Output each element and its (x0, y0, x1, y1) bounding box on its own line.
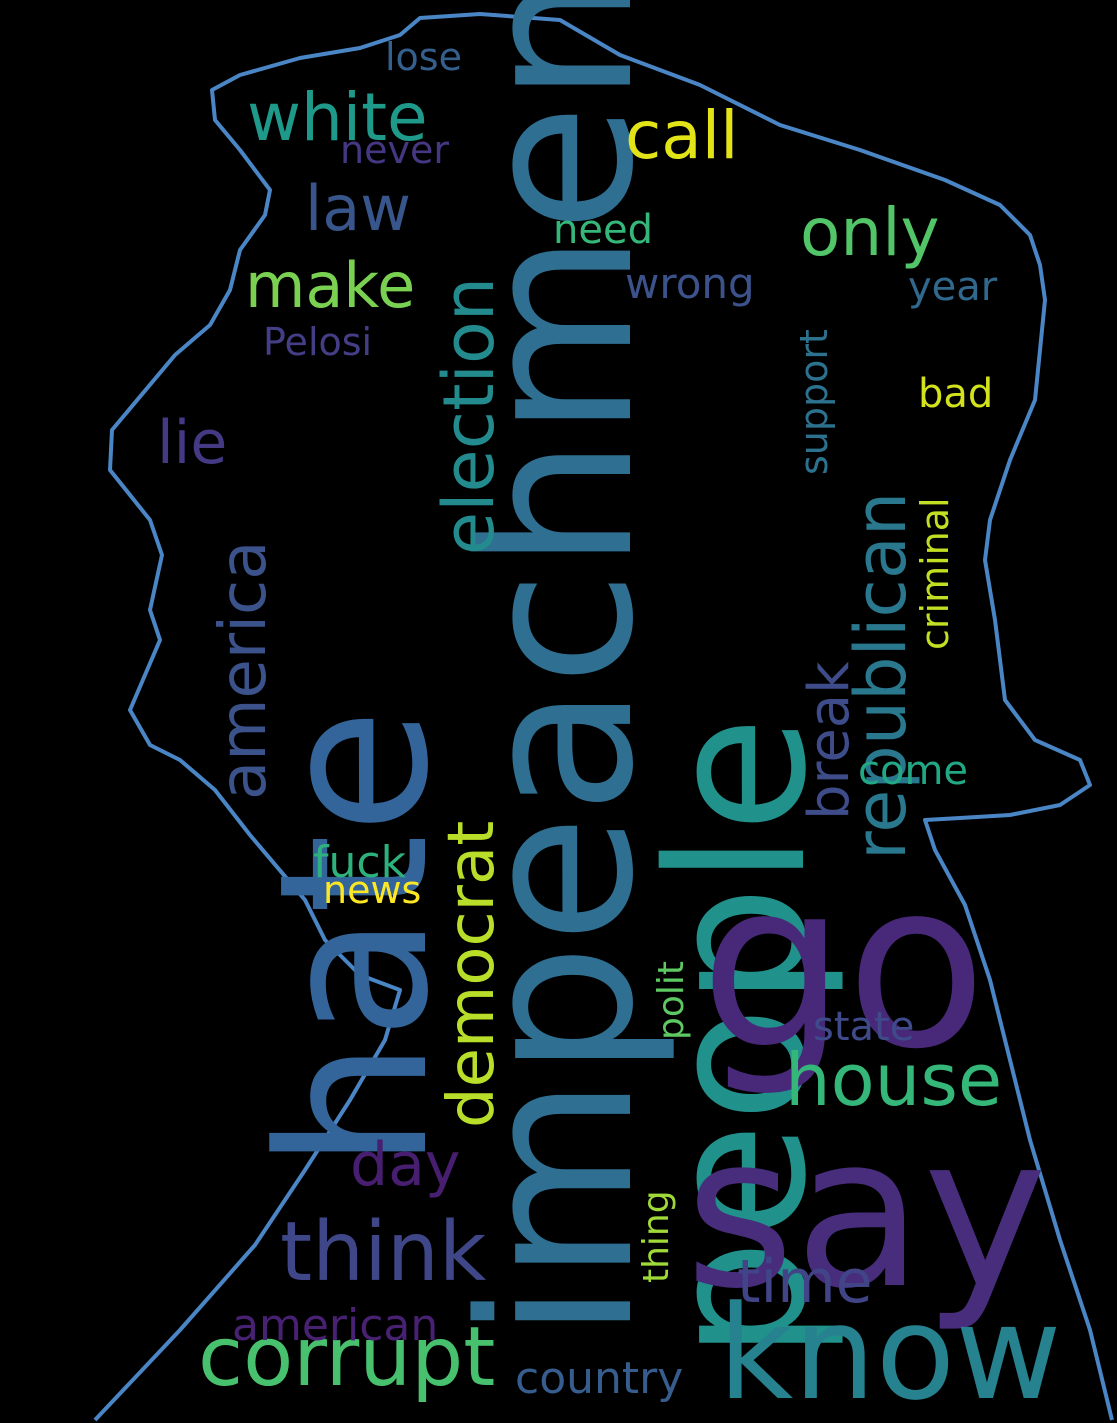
word-corrupt: corrupt (198, 1310, 495, 1405)
word-bad: bad (918, 371, 993, 417)
word-thing: thing (636, 1190, 677, 1283)
word-white: white (247, 79, 428, 156)
word-wrong: wrong (625, 259, 755, 308)
word-election: election (428, 277, 510, 555)
word-need: need (553, 207, 653, 253)
word-state: state (813, 1004, 914, 1050)
word-come: come (858, 748, 968, 794)
word-break: break (797, 661, 862, 820)
word-house: house (785, 1038, 1002, 1122)
word-lie: lie (157, 408, 227, 478)
word-think: think (280, 1205, 487, 1300)
word-polit: polit (651, 961, 692, 1040)
word-year: year (908, 264, 998, 310)
word-people: people (627, 716, 848, 1360)
word-time: time (737, 1247, 873, 1317)
word-pelosi: Pelosi (263, 320, 372, 364)
word-support: support (792, 329, 836, 475)
word-say: say (685, 1090, 1047, 1335)
head-silhouette-outline (93, 12, 1114, 1422)
word-news: news (323, 868, 421, 912)
word-america: america (207, 541, 281, 800)
word-never: never (340, 128, 449, 172)
word-day: day (350, 1130, 460, 1200)
word-go: go (700, 833, 987, 1100)
word-call: call (625, 97, 738, 174)
word-democrat: democrat (435, 821, 509, 1128)
word-republican: republican (840, 492, 922, 860)
word-american: american (232, 1300, 438, 1351)
word-country: country (515, 1353, 683, 1404)
word-hate: hate (236, 708, 474, 1170)
word-fuck: fuck (313, 837, 407, 888)
word-law: law (305, 172, 411, 245)
word-lose: lose (385, 35, 462, 79)
word-impeachment: impeachment (435, 0, 680, 1340)
word-know: know (718, 1277, 1062, 1423)
word-criminal: criminal (913, 497, 957, 650)
word-make: make (245, 249, 415, 322)
word-only: only (800, 194, 940, 271)
